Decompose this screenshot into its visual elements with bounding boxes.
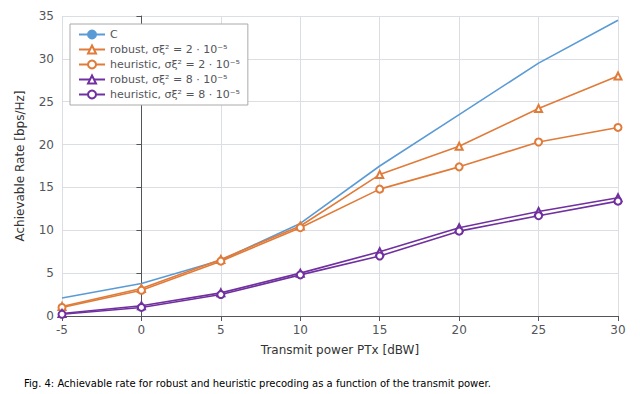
svg-text:Achievable Rate [bps/Hz]: Achievable Rate [bps/Hz] — [13, 90, 27, 241]
svg-text:30: 30 — [610, 323, 625, 337]
svg-text:25: 25 — [39, 95, 54, 109]
svg-text:10: 10 — [293, 323, 308, 337]
svg-text:25: 25 — [531, 323, 546, 337]
svg-text:5: 5 — [217, 323, 225, 337]
svg-text:robust, σξ² = 2 · 10⁻⁵: robust, σξ² = 2 · 10⁻⁵ — [110, 43, 227, 56]
svg-text:0: 0 — [46, 309, 54, 323]
svg-text:heuristic, σξ² = 8 · 10⁻⁵: heuristic, σξ² = 8 · 10⁻⁵ — [110, 88, 240, 101]
svg-text:0: 0 — [138, 323, 146, 337]
svg-text:15: 15 — [372, 323, 387, 337]
svg-text:35: 35 — [39, 9, 54, 23]
svg-text:-5: -5 — [56, 323, 68, 337]
svg-text:robust, σξ² = 8 · 10⁻⁵: robust, σξ² = 8 · 10⁻⁵ — [110, 73, 227, 86]
svg-text:20: 20 — [39, 138, 54, 152]
svg-text:15: 15 — [39, 180, 54, 194]
svg-text:30: 30 — [39, 52, 54, 66]
svg-text:20: 20 — [452, 323, 467, 337]
svg-text:C: C — [110, 28, 118, 41]
svg-text:Transmit power PTx [dBW]: Transmit power PTx [dBW] — [260, 343, 419, 357]
svg-text:Fig. 4: Achievable rate for ro: Fig. 4: Achievable rate for robust and h… — [24, 378, 491, 389]
svg-text:heuristic, σξ² = 2 · 10⁻⁵: heuristic, σξ² = 2 · 10⁻⁵ — [110, 58, 240, 71]
svg-text:10: 10 — [39, 223, 54, 237]
svg-text:5: 5 — [46, 266, 54, 280]
